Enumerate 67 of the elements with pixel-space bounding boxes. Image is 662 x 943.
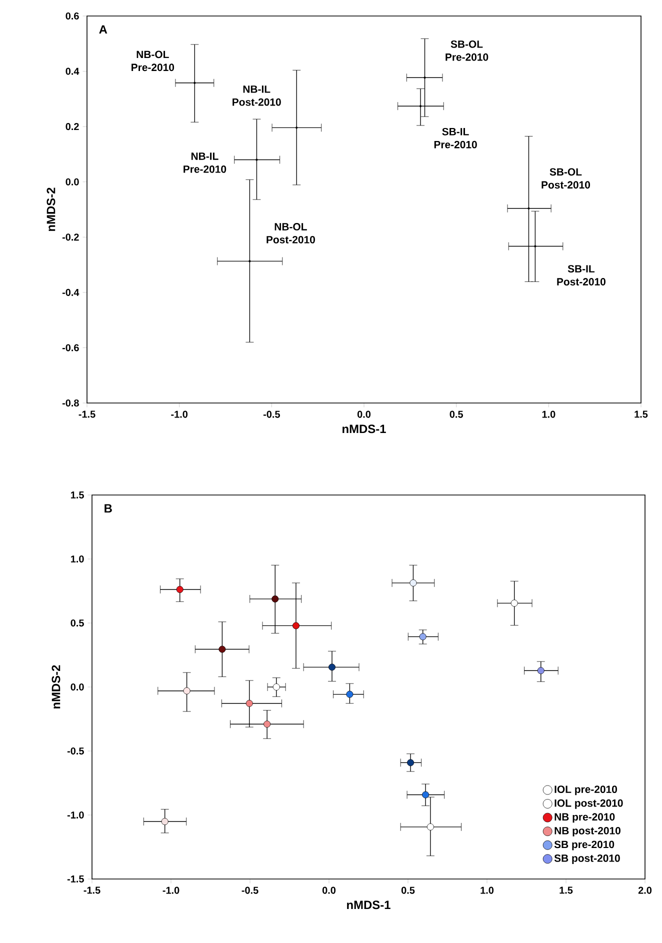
x-tick-label: 0.0 [357, 410, 371, 418]
annotation: NB-IL Post-2010 [232, 86, 281, 106]
x-tick-label: 1.5 [560, 886, 573, 894]
x-axis-title: nMDS-1 [342, 424, 386, 434]
point [246, 700, 253, 707]
y-tick-label: -1.0 [67, 811, 84, 819]
annotation: NB-OL Post-2010 [266, 223, 315, 244]
y-tick-label: 0.2 [66, 123, 79, 130]
point [272, 595, 279, 602]
point [176, 586, 184, 593]
annotation: NB-OL Pre-2010 [132, 50, 174, 72]
x-tick-label: 0.0 [322, 886, 336, 894]
y-axis-title: nMDS-2 [52, 665, 60, 708]
point [407, 759, 414, 766]
x-tick-label: 1.0 [480, 886, 494, 894]
y-axis-title: nMDS-2 [46, 188, 56, 231]
y-tick-label: 0.4 [66, 68, 80, 75]
x-tick-label: -0.5 [263, 410, 280, 418]
point [161, 818, 168, 826]
y-tick-label: -0.6 [62, 344, 79, 352]
y-tick-label: -1.5 [67, 876, 84, 882]
point [510, 600, 518, 607]
point [292, 622, 300, 630]
point [422, 791, 430, 798]
x-tick-label: -0.5 [242, 886, 258, 894]
x-tick-label: 1.5 [634, 410, 648, 418]
y-tick-label: -0.4 [62, 288, 80, 296]
annotation: B [104, 504, 112, 513]
point [264, 720, 271, 728]
legend-label: IOL post-2010 [554, 799, 623, 809]
x-axis-title: nMDS-1 [347, 900, 390, 910]
annotation: SB-OL Pre-2010 [446, 40, 488, 61]
legend-label: NB pre-2010 [554, 813, 615, 823]
y-tick-label: 0.0 [70, 683, 84, 691]
y-tick-label: 1.5 [71, 492, 84, 498]
y-tick-label: -0.2 [62, 234, 79, 241]
y-tick-label: 0.6 [66, 12, 79, 20]
point [346, 690, 354, 698]
x-tick-label: -1.5 [84, 886, 100, 894]
x-tick-label: 0.5 [401, 886, 415, 894]
y-tick-label: -0.5 [67, 747, 84, 755]
point [328, 664, 336, 671]
y-tick-label: 0.0 [66, 178, 79, 186]
legend-label: SB post-2010 [554, 854, 620, 864]
legend-label: NB post-2010 [554, 826, 620, 836]
legend-label: SB pre-2010 [554, 840, 614, 850]
x-tick-label: 0.5 [450, 410, 463, 418]
point [183, 687, 190, 694]
x-tick-label: -1.5 [78, 410, 96, 418]
point [410, 579, 417, 586]
point [218, 646, 226, 653]
point [537, 667, 544, 674]
annotation: SB-IL Pre-2010 [434, 128, 477, 148]
point [426, 823, 434, 830]
annotation: NB-IL Pre-2010 [184, 152, 226, 173]
x-tick-label: -1.0 [171, 410, 188, 418]
point [419, 633, 426, 640]
legend-label: IOL pre-2010 [554, 786, 617, 796]
y-tick-label: 0.5 [70, 619, 84, 627]
annotation: A [99, 25, 108, 34]
annotation: SB-OL Post-2010 [542, 168, 590, 189]
annotation: SB-IL Post-2010 [557, 265, 606, 286]
y-tick-label: 1.0 [71, 555, 84, 563]
y-tick-label: -0.8 [62, 399, 79, 407]
x-tick-label: -1.0 [162, 886, 180, 894]
x-tick-label: 1.0 [542, 410, 556, 418]
x-tick-label: 2.0 [638, 886, 652, 894]
